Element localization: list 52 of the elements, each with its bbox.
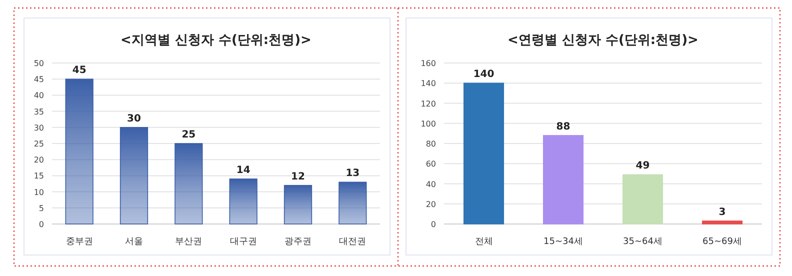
x-tick-label: 부산권 [175, 237, 202, 247]
y-tick-label: 40 [34, 91, 44, 100]
bar [542, 135, 584, 224]
y-tick-label: 25 [34, 140, 44, 148]
data-label: 25 [182, 130, 196, 140]
data-label: 140 [473, 69, 494, 80]
bar [65, 78, 94, 224]
y-tick-label: 50 [34, 59, 44, 68]
x-tick-label: 65~69세 [702, 237, 742, 247]
y-tick-label: 100 [420, 119, 436, 128]
y-tick-label: 15 [34, 172, 44, 181]
x-tick-label: 광주권 [284, 237, 312, 247]
y-tick-label: 80 [426, 140, 436, 148]
y-tick-label: 35 [34, 107, 44, 116]
y-tick-label: 140 [420, 79, 436, 88]
x-tick-label: 서울 [125, 237, 143, 247]
y-tick-label: 120 [420, 99, 436, 108]
data-label: 49 [636, 160, 650, 172]
bar [338, 182, 367, 224]
data-label: 14 [236, 164, 250, 176]
y-tick-label: 30 [34, 123, 44, 132]
x-tick-label: 전체 [474, 237, 493, 247]
bar [284, 184, 312, 224]
y-tick-label: 10 [34, 188, 44, 197]
data-label: 45 [72, 65, 86, 76]
data-label: 13 [346, 168, 360, 180]
y-tick-label: 5 [38, 204, 44, 213]
data-label: 12 [291, 171, 305, 182]
chart-title: <지역별 신청자 수(단위:천명)> [120, 33, 312, 48]
data-label: 30 [127, 113, 141, 124]
y-tick-label: 0 [38, 220, 44, 229]
bar [174, 143, 203, 224]
bar [702, 220, 743, 224]
y-tick-label: 60 [426, 160, 436, 169]
x-tick-label: 15~34세 [544, 237, 583, 247]
y-tick-label: 40 [426, 180, 436, 189]
data-label: 3 [718, 206, 726, 218]
bar [229, 178, 258, 224]
x-tick-label: 중부권 [66, 237, 93, 247]
y-tick-label: 20 [426, 200, 436, 209]
y-tick-label: 0 [430, 220, 436, 229]
bar [120, 127, 148, 224]
bar [463, 82, 504, 224]
y-tick-label: 45 [34, 75, 44, 84]
chart-title: <연령별 신청자 수(단위:천명)> [508, 33, 698, 48]
x-tick-label: 35~64세 [623, 237, 662, 247]
y-tick-label: 20 [34, 156, 44, 165]
x-tick-label: 대구권 [230, 237, 257, 247]
bar [622, 174, 664, 224]
y-tick-label: 160 [420, 59, 436, 68]
x-tick-label: 대전권 [339, 237, 366, 247]
data-label: 88 [556, 121, 570, 132]
